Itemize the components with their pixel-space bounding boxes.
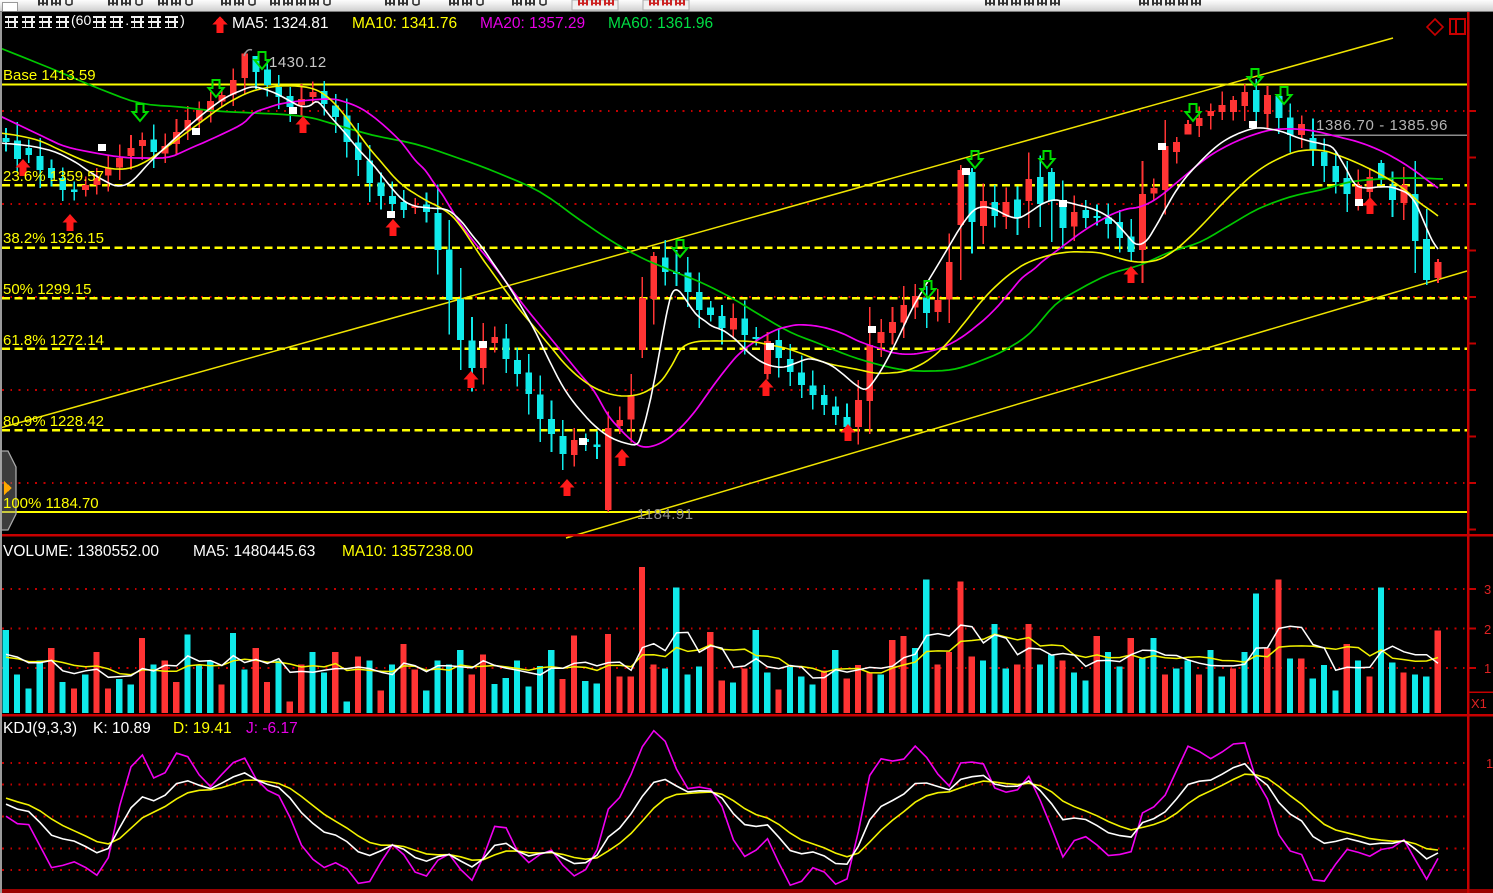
svg-text:K: 10.89: K: 10.89 bbox=[93, 720, 151, 737]
svg-text:KDJ(9,3,3): KDJ(9,3,3) bbox=[3, 720, 77, 737]
svg-text:VOLUME: 1380552.00: VOLUME: 1380552.00 bbox=[3, 543, 159, 560]
svg-text:2: 2 bbox=[1484, 622, 1491, 637]
svg-text:MA20: 1357.29: MA20: 1357.29 bbox=[480, 15, 585, 32]
svg-text:80.9% 1228.42: 80.9% 1228.42 bbox=[3, 413, 104, 430]
svg-text:23.6% 1359.57: 23.6% 1359.57 bbox=[3, 168, 104, 185]
svg-text:J: -6.17: J: -6.17 bbox=[246, 720, 298, 737]
svg-text:X1: X1 bbox=[1471, 696, 1487, 711]
svg-text:1386.70 - 1385.96: 1386.70 - 1385.96 bbox=[1316, 117, 1448, 134]
svg-text:100: 100 bbox=[1486, 756, 1493, 771]
svg-text:38.2% 1326.15: 38.2% 1326.15 bbox=[3, 230, 104, 247]
svg-text:MA60: 1361.96: MA60: 1361.96 bbox=[608, 15, 713, 32]
svg-text:D: 19.41: D: 19.41 bbox=[173, 720, 232, 737]
svg-text:MA10: 1341.76: MA10: 1341.76 bbox=[352, 15, 457, 32]
svg-text:MA10: 1357238.00: MA10: 1357238.00 bbox=[342, 543, 473, 560]
svg-text:1430.12: 1430.12 bbox=[269, 54, 327, 71]
svg-text:50% 1299.15: 50% 1299.15 bbox=[3, 281, 91, 298]
svg-text:61.8% 1272.14: 61.8% 1272.14 bbox=[3, 332, 104, 349]
svg-text:100% 1184.70: 100% 1184.70 bbox=[3, 495, 99, 512]
svg-text:1: 1 bbox=[1484, 661, 1491, 676]
svg-text:MA5: 1480445.63: MA5: 1480445.63 bbox=[193, 543, 315, 560]
svg-text:3: 3 bbox=[1484, 582, 1491, 597]
svg-text:MA5: 1324.81: MA5: 1324.81 bbox=[232, 15, 329, 32]
svg-text:Base 1413.59: Base 1413.59 bbox=[3, 67, 96, 84]
svg-text:1184.91: 1184.91 bbox=[637, 506, 694, 523]
